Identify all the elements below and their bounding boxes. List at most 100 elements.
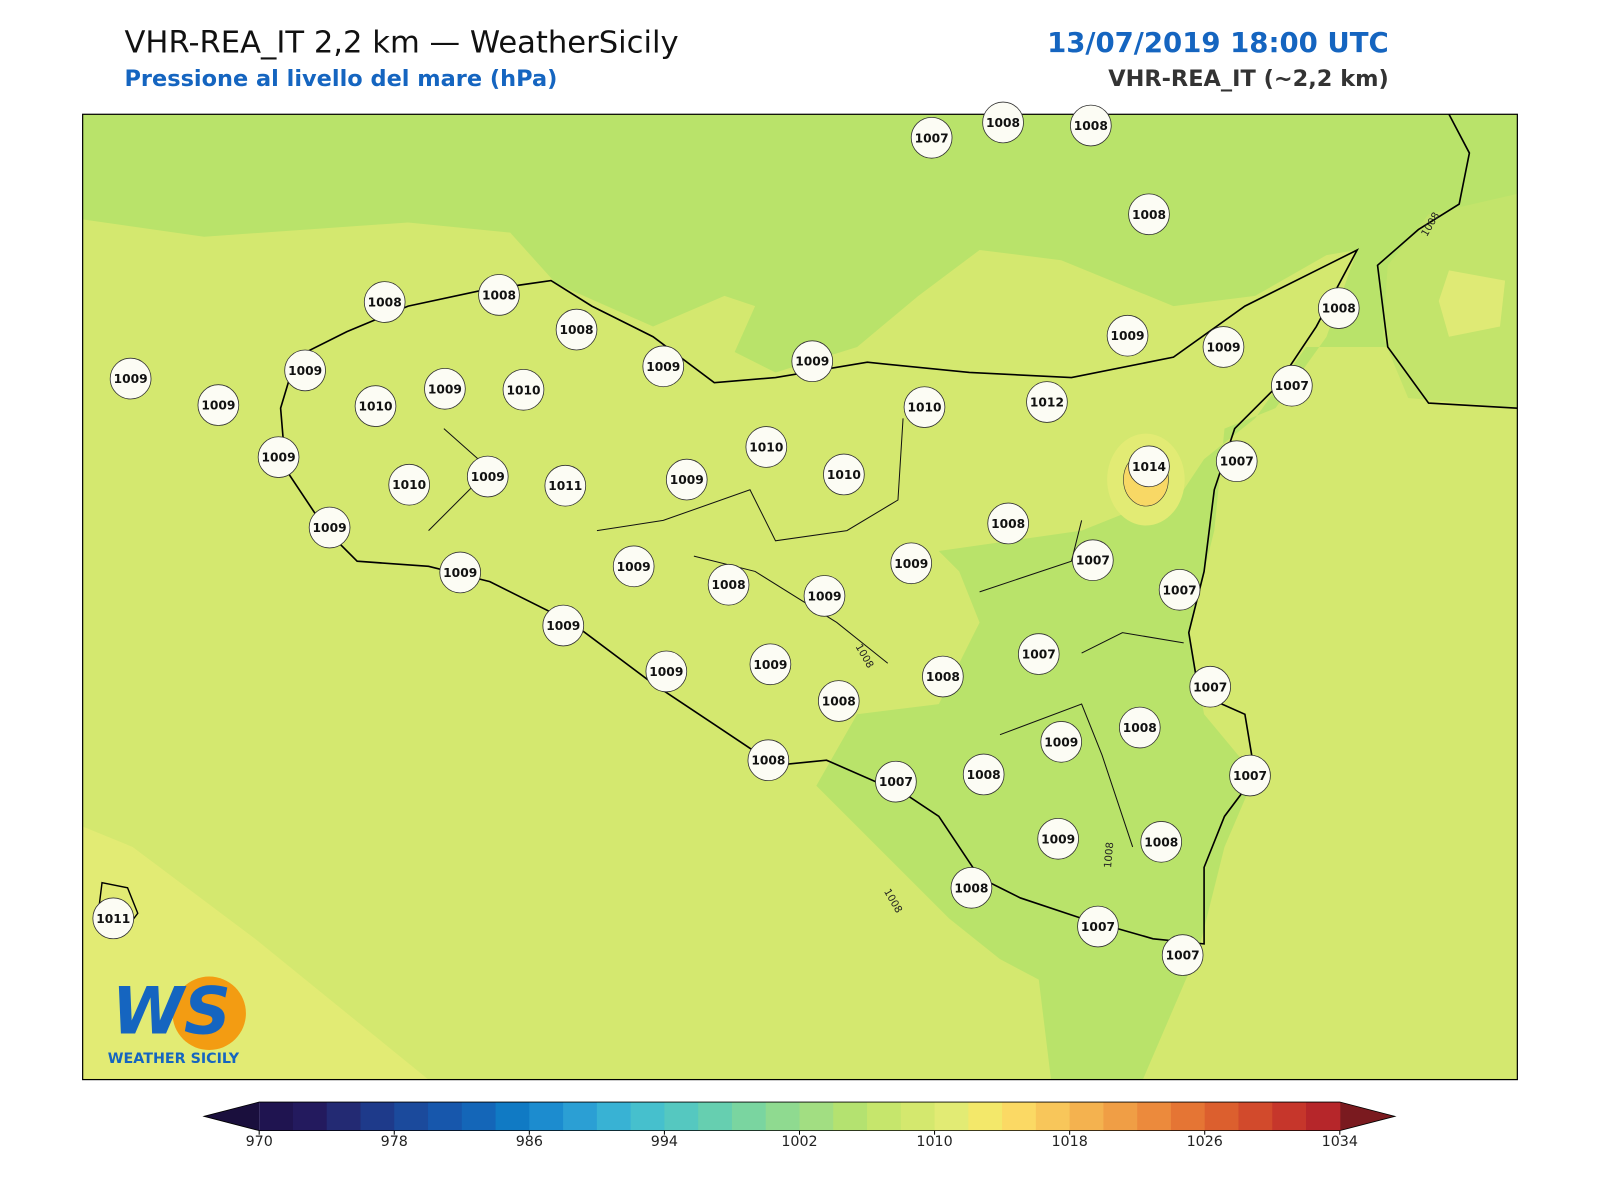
station-value: 1008 — [967, 768, 1001, 782]
colorbar-bin — [1170, 1102, 1206, 1131]
colorbar-tick-label: 1026 — [1187, 1134, 1223, 1150]
station-value: 1010 — [392, 478, 426, 492]
colorbar-tick-label: 994 — [651, 1134, 678, 1150]
station-marker — [109, 357, 152, 400]
colorbar-bin — [495, 1102, 530, 1131]
station-value: 1008 — [712, 578, 746, 592]
station-value: 1009 — [894, 557, 928, 571]
station-marker — [791, 340, 834, 383]
calabria-coast — [1376, 113, 1518, 409]
station-value: 1008 — [926, 670, 960, 684]
colorbar-bin — [1137, 1102, 1172, 1131]
station-marker — [1140, 821, 1183, 863]
station-marker — [645, 650, 688, 693]
colorbar-bin — [1272, 1102, 1307, 1131]
station-value: 1010 — [358, 400, 392, 414]
subtitle: Pressione al livello del mare (hPa) — [124, 66, 557, 92]
station-marker — [466, 455, 509, 498]
station-value: 1009 — [1111, 329, 1145, 343]
high-pressure-area — [82, 826, 429, 1080]
station-value: 1007 — [879, 775, 913, 789]
station-value: 1008 — [1132, 208, 1166, 222]
station-marker — [363, 281, 406, 323]
station-value: 1008 — [991, 517, 1025, 531]
colorbar-tick-label: 970 — [246, 1134, 273, 1150]
station-value: 1009 — [649, 665, 683, 679]
station-marker — [92, 897, 135, 940]
colorbar-tick-label: 1018 — [1051, 1134, 1087, 1150]
colorbar-bin — [900, 1102, 936, 1131]
station-marker — [922, 655, 964, 698]
station-marker — [665, 458, 708, 501]
station-marker — [803, 575, 846, 617]
map-frame — [82, 113, 1518, 1081]
station-value: 1008 — [368, 296, 402, 310]
station-value: 1007 — [1076, 554, 1110, 568]
station-value: 1009 — [471, 470, 505, 484]
station-marker — [478, 274, 520, 316]
station-value: 1008 — [954, 881, 988, 895]
colorbar-bin — [1238, 1102, 1273, 1131]
datetime: 13/07/2019 18:00 UTC — [1047, 27, 1389, 59]
station-value: 1007 — [1233, 769, 1267, 783]
station-marker — [257, 436, 300, 478]
station-marker — [1017, 633, 1060, 675]
station-value: 1014 — [1132, 460, 1166, 474]
station-marker — [439, 551, 482, 594]
station-value: 1009 — [313, 521, 347, 535]
station-marker — [544, 464, 587, 507]
colorbar-bin — [1103, 1102, 1138, 1131]
station-value: 1007 — [1275, 379, 1309, 393]
colorbar-bin — [731, 1102, 767, 1131]
station-value: 1009 — [546, 619, 580, 633]
station-marker — [1202, 326, 1245, 368]
station-value: 1009 — [1041, 832, 1075, 846]
map: 1008 1008 1008 1008 — [82, 113, 1518, 1081]
colorbar-bin — [360, 1102, 395, 1131]
station-value: 1008 — [559, 323, 593, 337]
colorbar-tick-label: 1002 — [781, 1134, 817, 1150]
station-marker — [1118, 706, 1161, 749]
colorbar-bin — [698, 1102, 733, 1131]
station-value: 1009 — [114, 372, 148, 386]
colorbar-bin — [765, 1102, 800, 1131]
station-value: 1009 — [1044, 735, 1078, 749]
colorbar-tick-label: 986 — [516, 1134, 543, 1150]
colorbar-over — [1339, 1102, 1395, 1131]
station-marker — [1040, 721, 1083, 763]
station-marker — [502, 368, 545, 411]
colorbar-bin — [292, 1102, 328, 1131]
station-value: 1009 — [428, 382, 462, 396]
station-value: 1009 — [646, 360, 680, 374]
colorbar-bin — [461, 1102, 497, 1131]
station-marker — [1215, 440, 1258, 483]
station-value: 1009 — [1206, 340, 1240, 354]
station-marker — [982, 101, 1024, 144]
station-value: 1008 — [986, 116, 1020, 130]
station-value: 1009 — [288, 364, 322, 378]
station-marker — [388, 463, 430, 506]
station-value: 1007 — [1022, 648, 1056, 662]
logo-sun — [172, 976, 246, 1050]
station-value: 1008 — [1322, 302, 1356, 316]
colorbar-bin — [563, 1102, 598, 1131]
station-marker — [903, 386, 946, 428]
title: VHR-REA_IT 2,2 km — WeatherSicily — [124, 25, 678, 60]
station-value: 1009 — [262, 451, 296, 465]
station-value: 1010 — [749, 440, 783, 454]
station-marker — [950, 866, 993, 909]
station-value: 1007 — [1166, 949, 1200, 963]
station-marker — [1070, 104, 1112, 147]
station-marker — [910, 116, 953, 159]
station-value: 1008 — [751, 754, 785, 768]
station-marker — [542, 604, 585, 647]
station-marker — [424, 367, 466, 410]
station-marker — [1271, 364, 1313, 407]
station-value: 1009 — [201, 399, 235, 413]
station-value: 1007 — [1220, 455, 1254, 469]
station-marker — [642, 345, 685, 388]
colorbar-bin — [326, 1102, 362, 1131]
colorbar-bin — [867, 1102, 902, 1131]
station-marker — [707, 563, 750, 606]
